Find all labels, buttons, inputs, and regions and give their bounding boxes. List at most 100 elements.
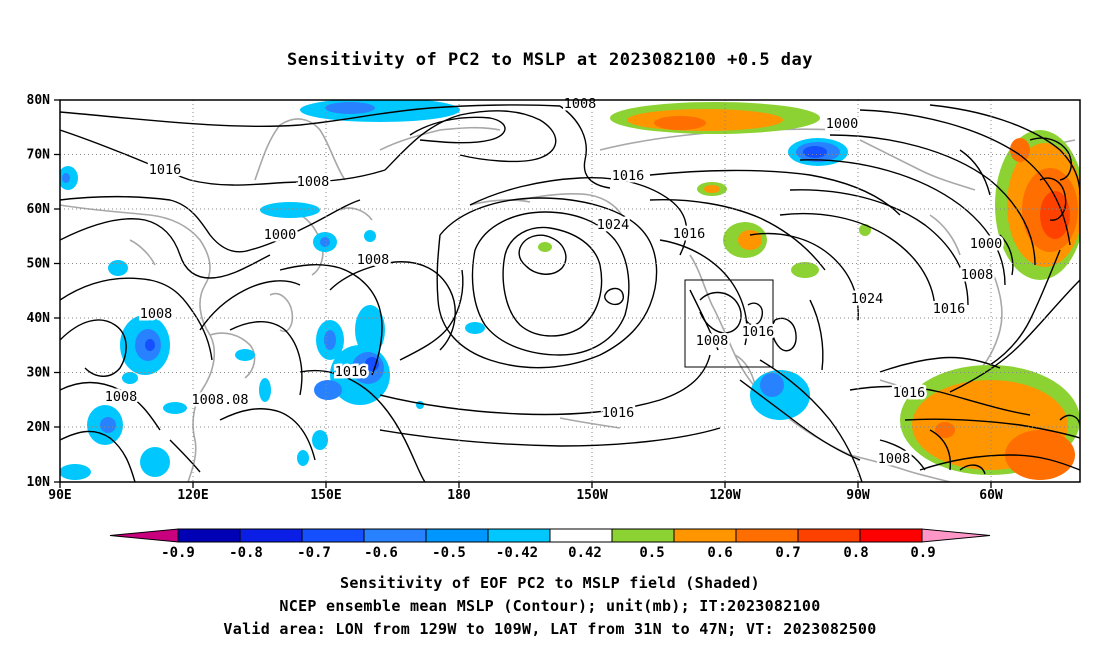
shade-pos bbox=[627, 109, 783, 131]
plot-border bbox=[59, 99, 1081, 483]
shade-neg bbox=[235, 349, 255, 361]
colorbar-label: -0.9 bbox=[161, 545, 195, 561]
shade-neg bbox=[312, 430, 328, 450]
colorbar-bin bbox=[735, 528, 799, 543]
lon-labels: 90E 120E 150E 180 150W 120W 90W 60W bbox=[48, 488, 1003, 503]
colorbar-bin bbox=[425, 528, 489, 543]
contour-label: 1016 bbox=[602, 405, 635, 421]
shade-pos bbox=[654, 116, 706, 130]
contour-label: 1024 bbox=[851, 291, 884, 307]
contour-label: 1016 bbox=[335, 364, 368, 380]
colorbar-label: 0.42 bbox=[568, 545, 602, 561]
shade-pos bbox=[704, 185, 720, 193]
axis-ticks bbox=[54, 99, 992, 488]
colorbar-bin bbox=[611, 528, 675, 543]
shade-neg bbox=[416, 401, 424, 409]
valid-area-box bbox=[684, 279, 774, 368]
colorbar-label: -0.8 bbox=[229, 545, 263, 561]
shade-neg bbox=[803, 146, 827, 158]
colorbar-bin bbox=[859, 528, 923, 543]
shade-neg bbox=[145, 339, 155, 351]
colorbar-labels: -0.9 -0.8 -0.7 -0.6 -0.5 -0.42 0.42 0.5 … bbox=[161, 545, 936, 561]
shade-neg bbox=[760, 373, 784, 397]
pressure-contours bbox=[60, 104, 1080, 482]
colorbar-bin bbox=[301, 528, 365, 543]
colorbar-label: -0.7 bbox=[297, 545, 331, 561]
footer-line-2: NCEP ensemble mean MSLP (Contour); unit(… bbox=[279, 597, 821, 615]
lat-label: 60N bbox=[27, 202, 51, 217]
shade-pos bbox=[935, 422, 955, 438]
shade-neg bbox=[163, 402, 187, 414]
shade-pos bbox=[1010, 138, 1030, 162]
shade-neg bbox=[259, 378, 271, 402]
colorbar-bin bbox=[177, 528, 241, 543]
contour-label: 1000 bbox=[826, 116, 859, 132]
contour-label: 1016 bbox=[149, 162, 182, 178]
shade-pos bbox=[1040, 191, 1070, 239]
colorbar-label: 0.7 bbox=[775, 545, 800, 561]
shade-neg bbox=[108, 260, 128, 276]
footer-line-3: Valid area: LON from 129W to 109W, LAT f… bbox=[223, 620, 877, 638]
contour-label: 1016 bbox=[893, 385, 926, 401]
contour-label: 1008 bbox=[297, 174, 330, 190]
lon-label: 150W bbox=[576, 488, 607, 503]
lon-label: 120W bbox=[709, 488, 740, 503]
contour-label: 1000 bbox=[264, 227, 297, 243]
contour-label: 1016 bbox=[612, 168, 645, 184]
shade-neg bbox=[260, 202, 320, 218]
lat-label: 20N bbox=[27, 420, 51, 435]
shade-pos bbox=[791, 262, 819, 278]
contour-label: 1008 bbox=[696, 333, 729, 349]
colorbar-bin bbox=[549, 528, 613, 543]
colorbar-label: -0.6 bbox=[364, 545, 398, 561]
lat-label: 80N bbox=[27, 93, 51, 108]
contour-label: 1024 bbox=[597, 217, 630, 233]
colorbar-label: 0.6 bbox=[707, 545, 732, 561]
contour-label: 1008 bbox=[961, 267, 994, 283]
colorbar-label: -0.42 bbox=[496, 545, 538, 561]
lon-label: 120E bbox=[177, 488, 208, 503]
page-title: Sensitivity of PC2 to MSLP at 2023082100… bbox=[286, 50, 813, 70]
contour-label: 1008 bbox=[357, 252, 390, 268]
shade-neg bbox=[62, 173, 70, 183]
shade-neg bbox=[465, 322, 485, 334]
contour-label: 1008 bbox=[105, 389, 138, 405]
lon-label: 90E bbox=[48, 488, 71, 503]
shade-pos bbox=[1005, 430, 1075, 480]
lon-label: 90W bbox=[846, 488, 870, 503]
shade-neg bbox=[300, 100, 460, 122]
contour-label: 1008.08 bbox=[192, 392, 249, 408]
contour-label: 1016 bbox=[673, 226, 706, 242]
shade-neg bbox=[324, 330, 336, 350]
lon-label: 180 bbox=[447, 488, 471, 503]
shade-neg bbox=[100, 417, 116, 433]
colorbar-bin bbox=[673, 528, 737, 543]
shade-pos bbox=[538, 242, 552, 252]
lon-label: 150E bbox=[310, 488, 341, 503]
lat-labels: 80N 70N 60N 50N 40N 30N 20N 10N bbox=[27, 93, 51, 490]
contour-label: 1000 bbox=[970, 236, 1003, 252]
colorbar-label: 0.9 bbox=[910, 545, 935, 561]
colorbar-label: 0.5 bbox=[639, 545, 664, 561]
colorbar-bin bbox=[797, 528, 861, 543]
shade-neg bbox=[122, 372, 138, 384]
colorbar-bin bbox=[487, 528, 551, 543]
lat-label: 40N bbox=[27, 311, 51, 326]
colorbar bbox=[109, 528, 991, 543]
lat-label: 10N bbox=[27, 475, 51, 490]
shade-neg bbox=[325, 102, 375, 114]
shade-neg bbox=[297, 450, 309, 466]
lat-label: 70N bbox=[27, 148, 51, 163]
shade-neg bbox=[60, 464, 91, 480]
colorbar-max-triangle bbox=[921, 528, 991, 543]
contour-label: 1016 bbox=[742, 324, 775, 340]
colorbar-label: -0.5 bbox=[432, 545, 466, 561]
contour-label: 1008 bbox=[878, 451, 911, 467]
shade-neg bbox=[314, 380, 342, 400]
colorbar-bin bbox=[363, 528, 427, 543]
shade-neg bbox=[320, 237, 330, 247]
lon-label: 60W bbox=[979, 488, 1003, 503]
colorbar-min-triangle bbox=[109, 528, 179, 543]
shade-pos bbox=[859, 224, 871, 236]
shade-neg bbox=[140, 447, 170, 477]
